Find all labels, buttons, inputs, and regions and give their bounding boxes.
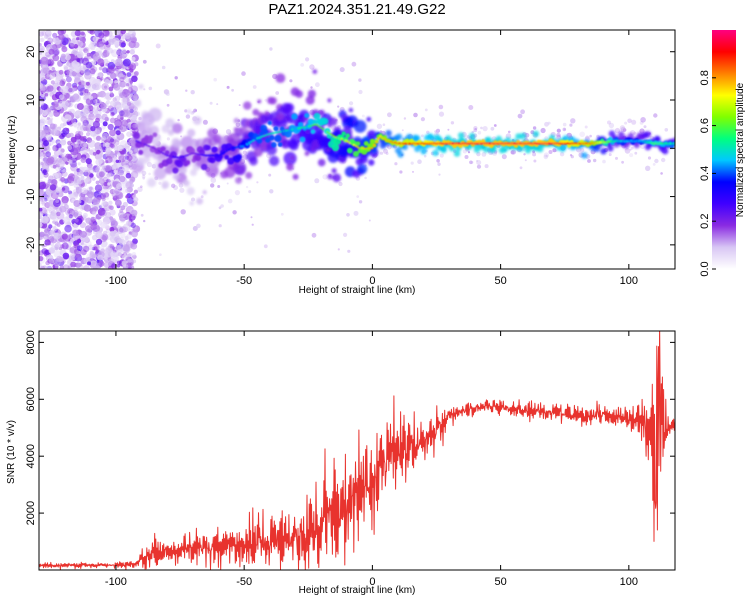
spectrogram-ridge: [131, 69, 675, 206]
snr-y-tick-label: 8000: [25, 330, 37, 354]
spectrogram-x-tick-label: 0: [369, 275, 375, 287]
spectrogram-x-tick-label: -50: [236, 275, 252, 287]
spectrogram-x-tick-label: 50: [494, 275, 506, 287]
spectrogram-x-tick-label: -100: [105, 275, 127, 287]
snr-y-tick-label: 2000: [25, 501, 37, 525]
spectrogram-x-tick-label: 100: [620, 275, 638, 287]
colorbar-gradient: [712, 30, 736, 269]
spectrogram-y-tick-label: 20: [25, 46, 37, 58]
snr-series-line: [39, 331, 675, 570]
snr-panel: -100 -50 0 50 100 2000 4000 6000 8000 Height of…: [6, 330, 676, 596]
snr-x-tick-label: 50: [494, 576, 506, 588]
chart-title: PAZ1.2024.351.21.49.G22: [268, 1, 446, 18]
colorbar-label: Normalized spectral amplitude: [735, 82, 746, 217]
colorbar-tick-label: 0.0: [699, 261, 711, 276]
spectrogram-y-tick-label: -20: [25, 237, 37, 253]
spectrogram-y-axis-label: Frequency (Hz): [7, 116, 18, 185]
snr-x-tick-label: 0: [369, 576, 375, 588]
snr-x-tick-label: -50: [236, 576, 252, 588]
colorbar-tick-label: 0.8: [699, 70, 711, 85]
snr-x-tick-label: 100: [620, 576, 638, 588]
snr-x-tick-label: -100: [105, 576, 127, 588]
snr-y-tick-label: 6000: [25, 387, 37, 411]
spectrogram-y-tick-label: 0: [25, 145, 37, 151]
spectrogram-frame: [38, 29, 676, 270]
colorbar-tick-label: 0.2: [699, 214, 711, 229]
snr-plot-area: [39, 331, 675, 570]
spectrogram-y-tick-label: -10: [25, 189, 37, 205]
snr-x-axis-label: Height of straight line (km): [299, 585, 416, 596]
snr-frame: [38, 330, 676, 571]
colorbar: 0.0 0.2 0.4 0.6 0.8 Normalized spectral ampl…: [699, 30, 746, 277]
colorbar-tick-label: 0.6: [699, 118, 711, 133]
snr-y-axis-label: SNR (10 * v/v): [6, 420, 17, 484]
spectrogram-y-tick-label: 10: [25, 94, 37, 106]
spectrogram-x-axis-label: Height of straight line (km): [299, 285, 416, 296]
colorbar-tick-label: 0.4: [699, 166, 711, 181]
snr-y-tick-label: 4000: [25, 444, 37, 468]
